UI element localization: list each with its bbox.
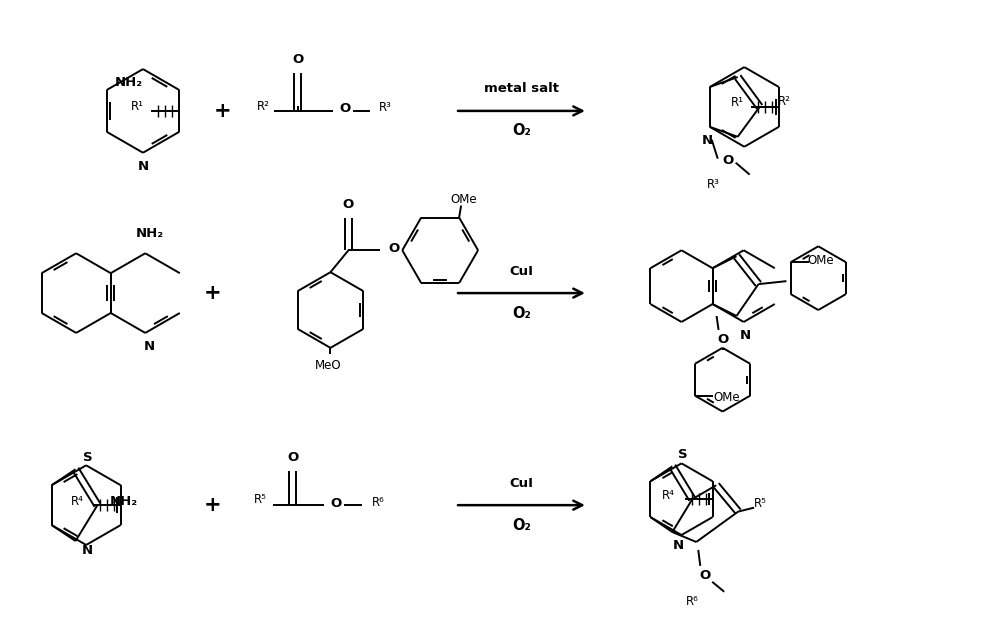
Text: S: S [678, 448, 687, 461]
Text: NH₂: NH₂ [109, 495, 137, 507]
Text: OMe: OMe [807, 254, 834, 267]
Text: MeO: MeO [315, 359, 342, 372]
Text: R⁵: R⁵ [254, 493, 267, 506]
Text: NH₂: NH₂ [115, 75, 143, 89]
Text: R²: R² [257, 100, 270, 114]
Text: +: + [204, 495, 222, 515]
Text: +: + [204, 283, 222, 303]
Text: R⁶: R⁶ [372, 495, 385, 509]
Text: metal salt: metal salt [484, 82, 559, 95]
Text: R³: R³ [707, 178, 720, 191]
Text: R¹: R¹ [131, 100, 144, 114]
Text: O: O [343, 198, 354, 211]
Text: O: O [287, 451, 298, 464]
Text: N: N [137, 160, 149, 173]
Text: N: N [673, 539, 684, 553]
Text: N: N [702, 134, 713, 148]
Text: R⁴: R⁴ [662, 489, 675, 502]
Text: R⁶: R⁶ [686, 595, 699, 609]
Text: O₂: O₂ [512, 123, 531, 138]
Text: N: N [82, 544, 93, 558]
Text: R⁴: R⁴ [70, 495, 83, 507]
Text: R⁵: R⁵ [754, 497, 767, 510]
Text: O: O [717, 333, 728, 347]
Text: S: S [83, 451, 92, 464]
Text: R³: R³ [379, 101, 392, 114]
Text: O: O [700, 570, 711, 582]
Text: O: O [389, 242, 400, 255]
Text: +: + [214, 101, 232, 121]
Text: NH₂: NH₂ [136, 227, 164, 240]
Text: O: O [292, 53, 303, 66]
Text: CuI: CuI [509, 264, 533, 278]
Text: OMe: OMe [451, 193, 477, 206]
Text: O: O [722, 154, 733, 167]
Text: OMe: OMe [714, 391, 740, 404]
Text: N: N [144, 340, 155, 354]
Text: CuI: CuI [509, 477, 533, 490]
Text: O: O [331, 497, 342, 510]
Text: O₂: O₂ [512, 305, 531, 320]
Text: R²: R² [778, 95, 791, 109]
Text: O₂: O₂ [512, 517, 531, 533]
Text: R¹: R¹ [730, 97, 743, 109]
Text: N: N [740, 330, 751, 342]
Text: O: O [340, 102, 351, 116]
